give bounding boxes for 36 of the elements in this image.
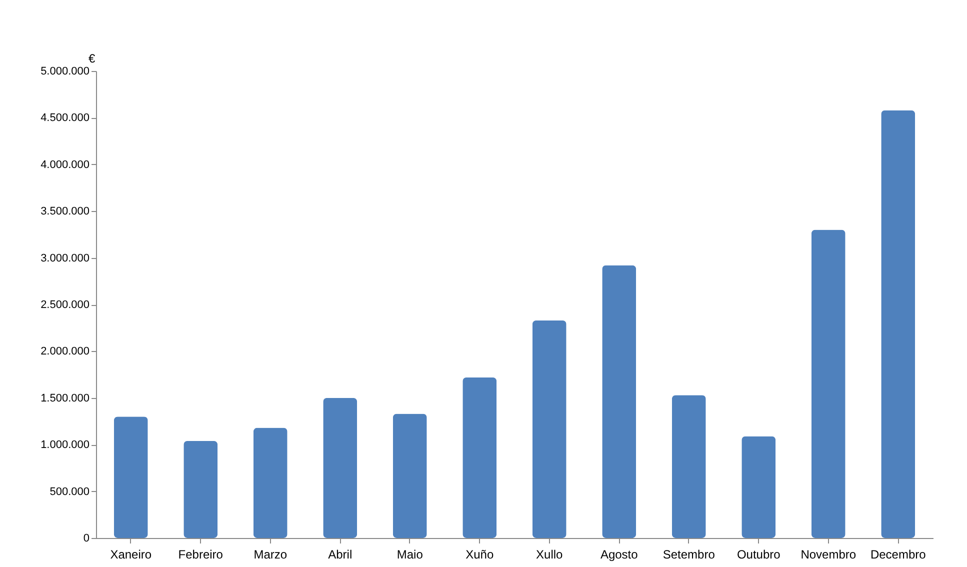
y-tick-label: 0 [83, 532, 90, 544]
x-tick-label: Febreiro [178, 548, 224, 562]
y-tick-label: 4.500.000 [40, 112, 90, 124]
bar [462, 377, 497, 538]
y-tick-label: 1.500.000 [40, 392, 90, 404]
x-tick-label: Xullo [536, 548, 564, 562]
x-tick-label: Decembro [870, 548, 926, 562]
bar [602, 265, 636, 538]
x-tick-label: Xaneiro [110, 548, 152, 562]
y-tick-label: 4.000.000 [40, 158, 90, 171]
bar [323, 398, 358, 538]
x-tick-label: Setembro [662, 548, 716, 562]
x-tick-label: Outubro [736, 548, 781, 562]
y-tick-label: 1.000.000 [40, 439, 90, 452]
bar [184, 440, 218, 538]
bar [742, 436, 776, 538]
y-tick-label: 2.500.000 [40, 299, 90, 311]
bar [672, 395, 706, 538]
bar [532, 320, 566, 538]
x-tick-label: Marzo [254, 548, 288, 562]
x-tick-label: Abril [328, 548, 352, 562]
y-axis-title: € [88, 52, 96, 66]
y-tick-label: 2.000.000 [40, 346, 90, 358]
bar [114, 416, 148, 538]
x-tick-label: Novembro [800, 548, 856, 562]
bar [392, 414, 427, 538]
bar [811, 230, 846, 538]
x-tick-label: Maio [396, 548, 424, 562]
y-tick-label: 5.000.000 [40, 66, 90, 78]
y-tick-label: 500.000 [50, 486, 90, 498]
y-tick-label: 3.000.000 [40, 252, 90, 264]
x-tick-label: Agosto [600, 548, 638, 562]
y-tick-label: 3.500.000 [40, 206, 90, 218]
bar [253, 428, 288, 538]
bar [881, 110, 916, 538]
x-tick-label: Xuño [466, 548, 494, 562]
